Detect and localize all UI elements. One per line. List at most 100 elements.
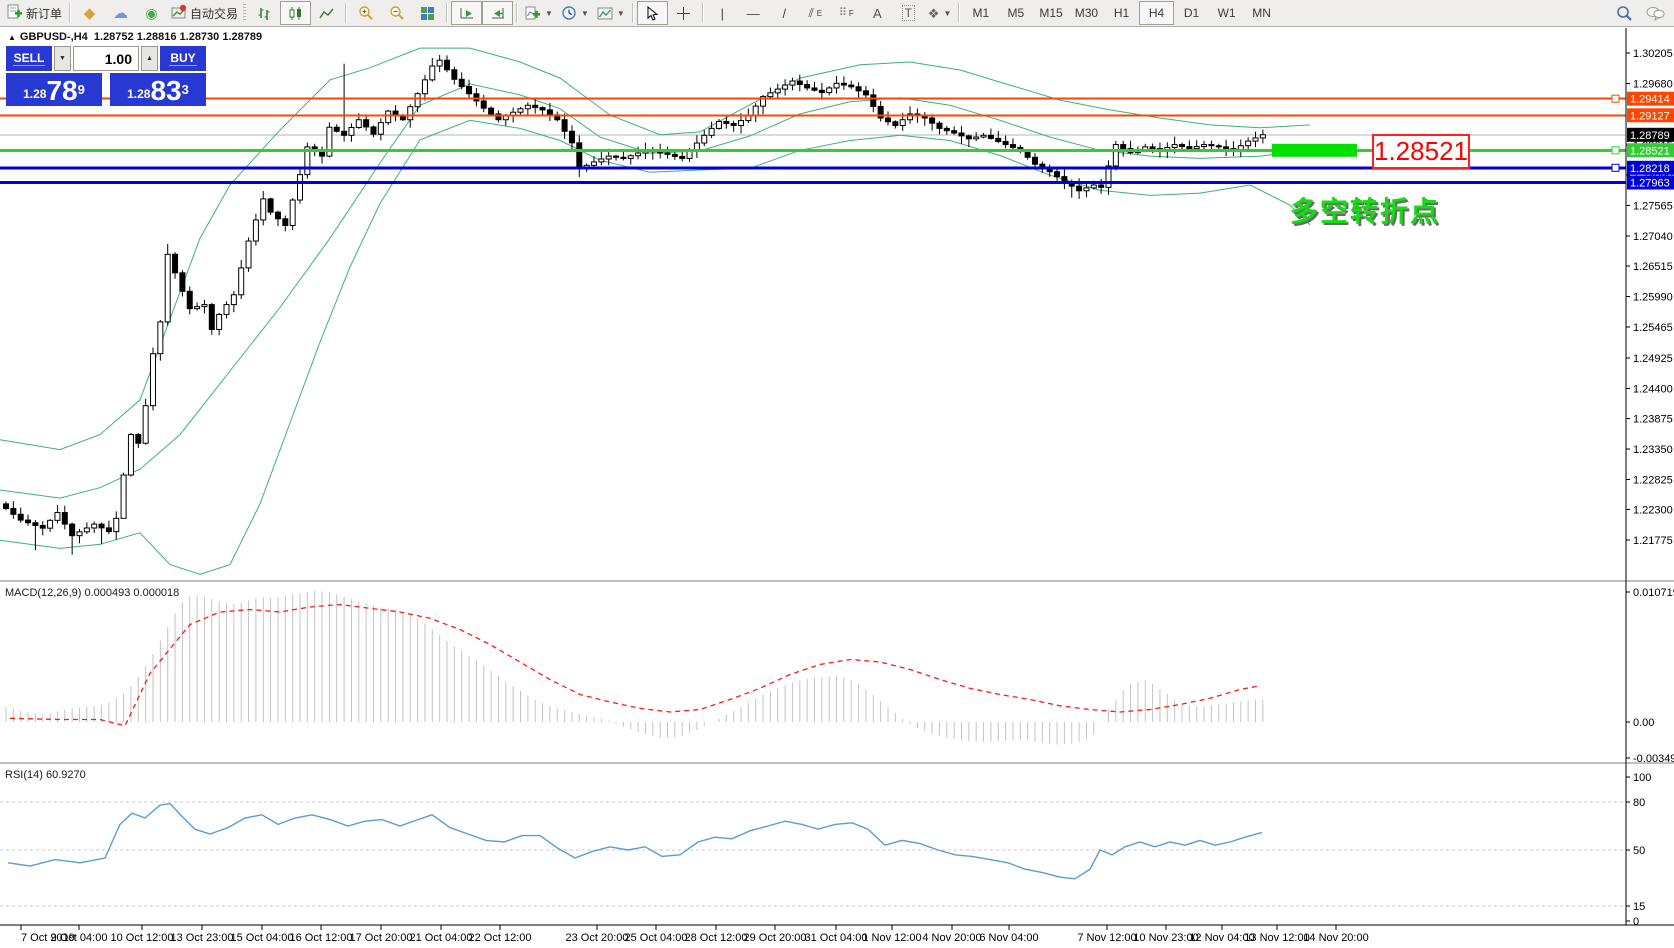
- svg-text:21 Oct 04:00: 21 Oct 04:00: [410, 932, 473, 944]
- svg-text:1.23875: 1.23875: [1633, 414, 1673, 426]
- one-click-trading-panel: SELL ▼ 1.00 ▲ BUY 1.28 78 9 1.28 83 3: [6, 46, 206, 106]
- indicators-button[interactable]: ▼: [521, 1, 557, 25]
- zoom-out-icon: [389, 6, 404, 20]
- svg-text:31 Oct 04:00: 31 Oct 04:00: [805, 932, 868, 944]
- svg-text:17 Oct 20:00: 17 Oct 20:00: [350, 932, 413, 944]
- volume-decrease-button[interactable]: ▼: [54, 46, 71, 71]
- sell-button[interactable]: SELL: [6, 46, 52, 71]
- main-toolbar: 新订单 ◆ ☁ ◉ 自动交易: [0, 0, 1674, 27]
- tf-m5-button[interactable]: M5: [1007, 6, 1025, 20]
- svg-text:1.25990: 1.25990: [1633, 292, 1673, 304]
- volume-increase-button[interactable]: ▲: [141, 46, 158, 71]
- svg-text:29 Oct 20:00: 29 Oct 20:00: [744, 932, 807, 944]
- clock-icon: [562, 6, 576, 20]
- sell-price-box[interactable]: 1.28 78 9: [6, 73, 102, 106]
- price-axis[interactable]: 1.302051.296801.286151.280901.275651.270…: [1626, 48, 1674, 928]
- arrows-tool[interactable]: ❖ ▼: [927, 5, 952, 21]
- buy-price-box[interactable]: 1.28 83 3: [110, 73, 206, 106]
- trendline-tool[interactable]: /: [782, 5, 787, 21]
- svg-text:28 Oct 12:00: 28 Oct 12:00: [685, 932, 748, 944]
- autotrading-button[interactable]: 自动交易: [167, 1, 242, 25]
- tf-w1-button[interactable]: W1: [1217, 6, 1236, 20]
- candlestick-chart-button[interactable]: [280, 1, 312, 25]
- text-tool[interactable]: A: [872, 5, 882, 21]
- symbol-info-bar[interactable]: ▲ GBPUSD-,H4 1.28752 1.28816 1.28730 1.28…: [8, 31, 262, 43]
- cursor-button[interactable]: [636, 1, 668, 25]
- svg-text:0.010719: 0.010719: [1633, 587, 1674, 599]
- indicators-icon: [525, 6, 541, 19]
- text-label-tool[interactable]: T: [893, 1, 924, 25]
- rsi-pane: [0, 801, 1626, 907]
- volume-input[interactable]: 1.00: [73, 46, 139, 71]
- zoom-in-button[interactable]: [350, 1, 381, 25]
- periods-button[interactable]: ▼: [557, 1, 593, 25]
- macd-label: MACD(12,26,9) 0.000493 0.000018: [5, 587, 180, 599]
- autotrading-label: 自动交易: [190, 6, 239, 21]
- line-chart-button[interactable]: [311, 1, 342, 25]
- svg-text:1.23350: 1.23350: [1633, 444, 1673, 456]
- toolbar-separator: [516, 3, 519, 23]
- gold-badge-icon: ◆: [83, 4, 96, 22]
- svg-text:50: 50: [1633, 845, 1645, 857]
- svg-text:80: 80: [1633, 797, 1645, 809]
- svg-text:9 Oct 04:00: 9 Oct 04:00: [51, 932, 108, 944]
- svg-text:1.22825: 1.22825: [1633, 474, 1673, 486]
- line-handle[interactable]: [1611, 163, 1620, 172]
- svg-text:1.27040: 1.27040: [1633, 231, 1673, 243]
- svg-text:7 Oct 2019: 7 Oct 2019: [21, 932, 75, 944]
- vertical-line-tool[interactable]: |: [720, 5, 724, 21]
- toolbar-separator: [701, 3, 704, 23]
- search-icon: [1617, 5, 1632, 21]
- tile-windows-button[interactable]: [412, 1, 443, 25]
- price-callout[interactable]: 1.28521: [1372, 134, 1470, 169]
- equidistant-channel-tool[interactable]: ⫽ E: [808, 6, 823, 20]
- metaquotes-button[interactable]: ◆: [74, 1, 105, 25]
- chat-button[interactable]: [1640, 1, 1671, 25]
- bar-chart-button[interactable]: [249, 1, 280, 25]
- tf-mn-button[interactable]: MN: [1252, 6, 1271, 20]
- templates-button[interactable]: ▼: [593, 1, 629, 25]
- svg-text:0: 0: [1633, 916, 1639, 928]
- line-handle[interactable]: [1611, 146, 1620, 155]
- autotrading-icon: [171, 4, 187, 22]
- buy-button[interactable]: BUY: [160, 46, 206, 71]
- community-button[interactable]: ☁: [105, 1, 136, 25]
- crosshair-button[interactable]: [668, 1, 699, 25]
- triangle-up-icon: ▲: [146, 55, 153, 62]
- search-button[interactable]: [1609, 1, 1640, 25]
- svg-text:1.29414: 1.29414: [1630, 94, 1670, 106]
- tf-m15-button[interactable]: M15: [1039, 6, 1063, 20]
- collapse-triangle-icon[interactable]: ▲: [8, 33, 16, 42]
- svg-text:1.27963: 1.27963: [1630, 178, 1670, 190]
- tf-m30-button[interactable]: M30: [1074, 6, 1099, 20]
- turning-point-annotation[interactable]: 多空转折点: [1290, 196, 1441, 227]
- ohlc-values: 1.28752 1.28816 1.28730 1.28789: [93, 31, 263, 43]
- signals-button[interactable]: ◉: [136, 1, 167, 25]
- person-cloud-icon: ☁: [113, 4, 129, 22]
- tf-m1-button[interactable]: M1: [972, 6, 990, 20]
- tf-h1-button[interactable]: H1: [1113, 6, 1130, 20]
- horizontal-line-tool[interactable]: —: [746, 5, 760, 21]
- line-handle[interactable]: [1611, 94, 1620, 103]
- tf-d1-button[interactable]: D1: [1183, 6, 1200, 20]
- toolbar-grip: [243, 4, 247, 22]
- svg-text:1.25465: 1.25465: [1633, 322, 1673, 334]
- fibonacci-tool[interactable]: ⠿ F: [838, 6, 854, 19]
- svg-text:1.28521: 1.28521: [1630, 145, 1670, 157]
- line-chart-icon: [319, 8, 334, 18]
- chevron-down-icon: ▼: [545, 8, 553, 18]
- svg-text:10 Oct 12:00: 10 Oct 12:00: [111, 932, 174, 944]
- new-order-button[interactable]: 新订单: [3, 1, 66, 25]
- zoom-out-button[interactable]: [381, 1, 412, 25]
- chart-shift-button[interactable]: [482, 1, 514, 25]
- symbol-name: GBPUSD-,H4: [19, 31, 88, 43]
- signal-icon: ◉: [145, 5, 158, 21]
- crosshair-icon: [676, 6, 690, 20]
- bar-chart-icon: [258, 7, 270, 20]
- tf-h4-button[interactable]: H4: [1139, 1, 1175, 25]
- highlight-rectangle[interactable]: [1272, 143, 1357, 157]
- auto-scroll-button[interactable]: [451, 1, 483, 25]
